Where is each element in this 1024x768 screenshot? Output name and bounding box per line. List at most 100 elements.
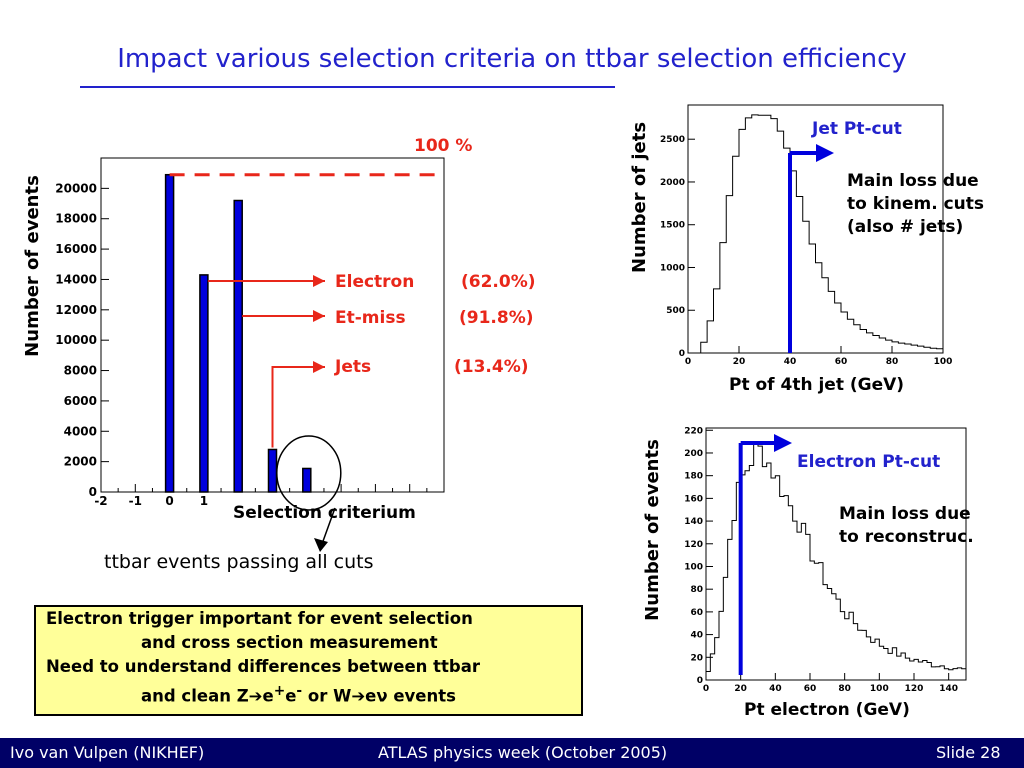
electron-y-tick-label: 180 (684, 472, 703, 482)
y-tick-label: 10000 (55, 333, 97, 347)
electron-note-line: Main loss due (839, 504, 971, 524)
jet-y-tick-label: 0 (679, 349, 685, 359)
x-tick-label: 1 (200, 494, 208, 508)
bar (267, 448, 278, 493)
jet-note-line: to kinem. cuts (847, 194, 985, 214)
jet-note: Main loss due to kinem. cuts (also # jet… (847, 170, 984, 239)
electron-chart-ylabel: Number of events (642, 439, 663, 621)
callout-electron-pct: (62.0%) (461, 272, 536, 292)
formula-text: ν (376, 686, 388, 706)
electron-y-tick-label: 100 (684, 562, 703, 572)
electron-callout-arrow-head (313, 275, 325, 287)
electron-cut-arrowhead (774, 434, 792, 452)
main-chart: 0200040006000800010000120001400016000180… (55, 104, 967, 694)
callout-electron: Electron (335, 272, 415, 292)
slide-title: Impact various selection criteria on ttb… (117, 44, 907, 74)
superscript-minus: - (296, 683, 303, 699)
y-tick-label: 18000 (55, 212, 97, 226)
jet-x-tick-label: 20 (733, 357, 746, 367)
pointer-line (321, 507, 336, 545)
y-tick-label: 4000 (64, 424, 97, 438)
pointer-arrowhead (314, 538, 328, 552)
jet-y-tick-label: 2000 (660, 178, 685, 188)
jet-cut-label: Jet Pt-cut (812, 119, 902, 139)
electron-y-tick-label: 0 (697, 676, 703, 686)
y-tick-label: 16000 (55, 242, 97, 256)
formula-text: or W (302, 686, 352, 706)
electron-y-tick-label: 60 (690, 608, 703, 618)
jet-y-tick-label: 2500 (660, 135, 685, 145)
callout-etmiss: Et-miss (335, 308, 406, 328)
formula-text: e (365, 686, 377, 706)
footer-author: Ivo van Vulpen (NIKHEF) (10, 743, 205, 762)
superscript-plus: + (273, 683, 286, 699)
jet-y-tick-label: 1500 (660, 221, 685, 231)
arrow-right-icon: ➔ (248, 686, 263, 706)
jet-cut-arrowhead (816, 144, 834, 162)
summary-line: Need to understand differences between t… (46, 657, 480, 676)
jet-y-tick-label: 500 (666, 306, 685, 316)
bar (164, 173, 175, 493)
electron-x-tick-label: 120 (905, 684, 924, 694)
formula-text: e (262, 686, 274, 706)
y-tick-label: 14000 (55, 272, 97, 286)
electron-y-tick-label: 120 (684, 540, 703, 550)
jet-plot-frame (687, 104, 944, 354)
electron-y-tick-label: 220 (684, 426, 703, 436)
electron-note-line: to reconstruc. (839, 527, 974, 547)
y-tick-label: 12000 (55, 303, 97, 317)
jet-histogram-line (700, 114, 943, 353)
jet-note-line: (also # jets) (847, 217, 964, 237)
jet-x-tick-label: 100 (934, 357, 953, 367)
summary-line: Electron trigger important for event sel… (46, 609, 473, 628)
footer-bar: Ivo van Vulpen (NIKHEF) ATLAS physics we… (0, 738, 1024, 768)
jet-chart-ylabel: Number of jets (629, 121, 650, 273)
electron-y-tick-label: 160 (684, 494, 703, 504)
arrow-right-icon: ➔ (351, 686, 366, 706)
footer-event: ATLAS physics week (October 2005) (378, 743, 668, 762)
highlight-circle (276, 435, 342, 511)
electron-y-tick-label: 140 (684, 517, 703, 527)
callout-etmiss-pct: (91.8%) (459, 308, 534, 328)
electron-note: Main loss due to reconstruc. (839, 503, 974, 549)
y-tick-label: 0 (89, 485, 97, 499)
callout-jets: Jets (335, 357, 372, 377)
electron-chart-xlabel: Pt electron (GeV) (744, 700, 910, 720)
electron-y-tick-label: 40 (690, 631, 703, 641)
bar (302, 467, 312, 493)
electron-plot-frame (705, 427, 967, 681)
formula-text: e (285, 686, 297, 706)
main-chart-ylabel: Number of events (22, 175, 43, 357)
electron-x-tick-label: 80 (838, 684, 851, 694)
jets-callout-arrow-head (313, 361, 325, 373)
summary-line-formula: and clean Z➔e+e- or W➔eν events (36, 679, 581, 709)
y-tick-label: 20000 (55, 181, 97, 195)
electron-x-tick-label: 100 (870, 684, 889, 694)
footer-slide-number: Slide 28 (936, 743, 1001, 762)
jet-x-tick-label: 60 (835, 357, 848, 367)
electron-x-tick-label: 20 (734, 684, 747, 694)
jet-x-tick-label: 80 (886, 357, 899, 367)
jet-x-tick-label: 0 (685, 357, 691, 367)
summary-box: Electron trigger important for event sel… (34, 605, 583, 716)
title-underline (80, 86, 615, 88)
electron-x-tick-label: 40 (769, 684, 782, 694)
main-chart-xlabel: Selection criterium (233, 503, 416, 523)
x-tick-label: -2 (94, 494, 107, 508)
electron-x-tick-label: 0 (703, 684, 709, 694)
x-tick-label: 0 (165, 494, 173, 508)
jet-chart-xlabel: Pt of 4th jet (GeV) (729, 375, 905, 395)
summary-line: and cross section measurement (141, 633, 438, 652)
callout-full: 100 % (414, 136, 473, 156)
y-tick-label: 6000 (64, 394, 97, 408)
formula-text: events (387, 686, 456, 706)
final-note: ttbar events passing all cuts (104, 551, 374, 573)
x-tick-label: -1 (129, 494, 142, 508)
jets-callout-arrow (271, 366, 325, 448)
bar (233, 199, 243, 493)
electron-x-tick-label: 60 (804, 684, 817, 694)
electron-x-tick-label: 140 (939, 684, 958, 694)
electron-y-tick-label: 200 (684, 449, 703, 459)
electron-y-tick-label: 20 (690, 653, 703, 663)
electron-cut-label: Electron Pt-cut (797, 452, 941, 472)
